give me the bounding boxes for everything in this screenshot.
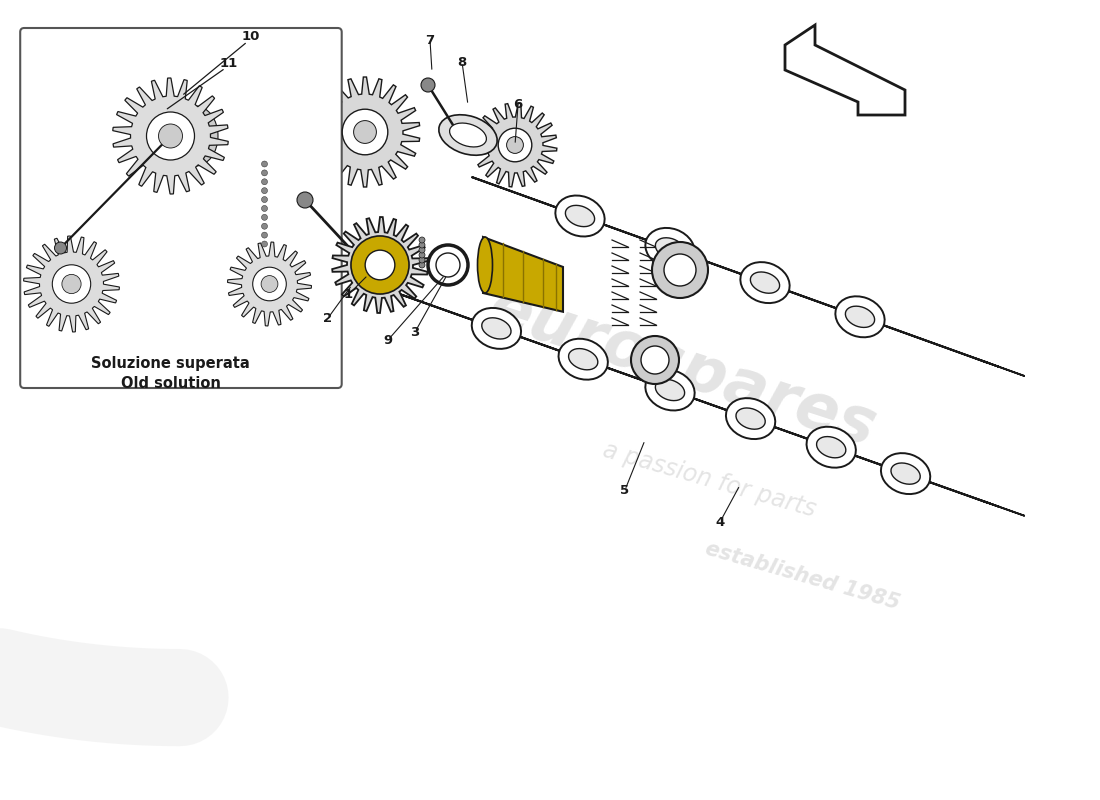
Ellipse shape	[472, 308, 521, 349]
Text: eurospares: eurospares	[481, 276, 883, 460]
Polygon shape	[228, 242, 311, 326]
Circle shape	[365, 250, 395, 280]
Ellipse shape	[835, 296, 884, 338]
Ellipse shape	[646, 370, 695, 410]
Text: 2: 2	[323, 311, 332, 325]
Circle shape	[353, 121, 376, 143]
Ellipse shape	[450, 123, 486, 147]
Circle shape	[262, 161, 267, 167]
Ellipse shape	[881, 453, 931, 494]
Text: 5: 5	[620, 483, 629, 497]
Polygon shape	[976, 498, 1025, 516]
Ellipse shape	[846, 306, 874, 327]
Text: established 1985: established 1985	[703, 538, 903, 614]
Polygon shape	[473, 103, 557, 187]
Text: 11: 11	[220, 58, 239, 70]
Circle shape	[664, 254, 696, 286]
Ellipse shape	[439, 114, 497, 155]
Text: 3: 3	[410, 326, 419, 338]
Polygon shape	[310, 77, 420, 187]
Polygon shape	[785, 25, 905, 115]
Circle shape	[262, 178, 267, 185]
Text: a passion for parts: a passion for parts	[601, 438, 818, 522]
Circle shape	[262, 223, 267, 230]
Circle shape	[507, 137, 524, 154]
FancyBboxPatch shape	[20, 28, 342, 388]
Ellipse shape	[556, 195, 605, 237]
Text: 4: 4	[715, 515, 725, 529]
Ellipse shape	[656, 238, 684, 259]
Circle shape	[631, 336, 679, 384]
Text: 1: 1	[343, 289, 353, 302]
Circle shape	[262, 188, 267, 194]
Circle shape	[158, 124, 183, 148]
Text: 7: 7	[426, 34, 434, 46]
Text: Soluzione superata
Old solution: Soluzione superata Old solution	[91, 356, 250, 390]
Text: 10: 10	[242, 30, 261, 42]
Circle shape	[641, 346, 669, 374]
Circle shape	[419, 242, 425, 248]
Circle shape	[342, 109, 388, 154]
Circle shape	[262, 197, 267, 202]
Circle shape	[419, 262, 425, 268]
Ellipse shape	[565, 206, 595, 226]
Polygon shape	[112, 78, 229, 194]
Ellipse shape	[173, 106, 218, 166]
Ellipse shape	[740, 262, 790, 303]
Circle shape	[297, 192, 313, 208]
Polygon shape	[976, 358, 1025, 376]
Circle shape	[262, 241, 267, 247]
Circle shape	[146, 112, 195, 160]
Circle shape	[370, 255, 389, 275]
Text: 9: 9	[384, 334, 393, 346]
Circle shape	[419, 247, 425, 253]
Text: 8: 8	[458, 55, 466, 69]
Circle shape	[253, 267, 286, 301]
Circle shape	[262, 206, 267, 211]
Circle shape	[360, 245, 399, 285]
Ellipse shape	[726, 398, 775, 439]
Circle shape	[351, 236, 409, 294]
Circle shape	[652, 242, 708, 298]
Circle shape	[62, 274, 81, 294]
Ellipse shape	[736, 408, 766, 430]
Ellipse shape	[750, 272, 780, 294]
Text: 6: 6	[514, 98, 522, 111]
Ellipse shape	[816, 437, 846, 458]
Ellipse shape	[646, 228, 694, 269]
Ellipse shape	[569, 349, 597, 370]
Circle shape	[498, 128, 531, 162]
Ellipse shape	[806, 426, 856, 468]
Circle shape	[419, 252, 425, 258]
Circle shape	[419, 237, 425, 243]
Ellipse shape	[559, 338, 608, 380]
Polygon shape	[472, 177, 989, 363]
Circle shape	[262, 232, 267, 238]
Ellipse shape	[482, 318, 512, 339]
Ellipse shape	[477, 237, 493, 293]
Polygon shape	[483, 237, 563, 312]
Ellipse shape	[891, 463, 921, 484]
Circle shape	[421, 78, 434, 92]
Circle shape	[262, 170, 267, 176]
Circle shape	[53, 265, 90, 303]
Circle shape	[419, 257, 425, 263]
Polygon shape	[352, 277, 989, 503]
Polygon shape	[23, 236, 120, 332]
Circle shape	[55, 242, 66, 254]
Circle shape	[261, 275, 278, 292]
Ellipse shape	[656, 379, 684, 401]
Polygon shape	[332, 217, 428, 313]
Circle shape	[262, 214, 267, 220]
